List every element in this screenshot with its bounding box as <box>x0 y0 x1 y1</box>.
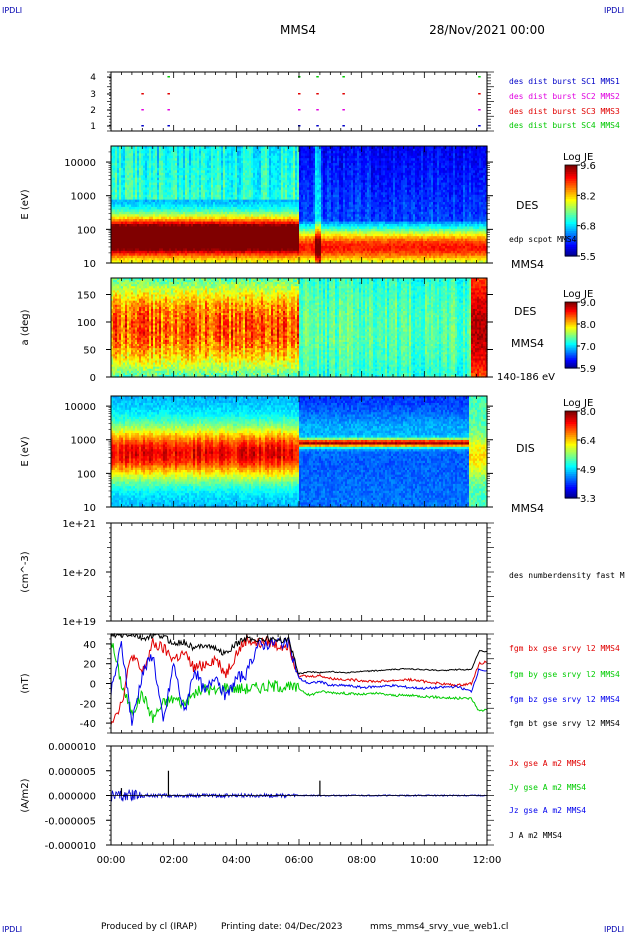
burst-mark <box>167 125 170 127</box>
corner-label-top-left: IPDLI <box>2 6 22 15</box>
burst-mark <box>478 125 481 127</box>
burst-mark <box>298 109 301 111</box>
burst-mark <box>478 76 481 78</box>
corner-label-top-right: IPDLI <box>604 6 624 15</box>
burst-mark <box>167 93 170 95</box>
burst-mark <box>342 76 345 78</box>
burst-mark <box>478 109 481 111</box>
burst-mark <box>167 76 170 78</box>
burst-mark <box>141 125 144 127</box>
burst-mark <box>316 76 319 78</box>
burst-mark <box>342 93 345 95</box>
burst-mark <box>316 125 319 127</box>
chart-figure: IPDLI IPDLI IPDLI IPDLI MMS4 28/Nov/2021… <box>0 0 630 934</box>
burst-mark <box>167 109 170 111</box>
burst-mark <box>141 93 144 95</box>
burst-mark <box>141 109 144 111</box>
burst-mark <box>478 93 481 95</box>
corner-label-bottom-right: IPDLI <box>604 925 624 934</box>
burst-mark <box>342 109 345 111</box>
spacecraft-title: MMS4 <box>280 23 316 37</box>
date-title: 28/Nov/2021 00:00 <box>429 23 545 37</box>
corner-label-bottom-left: IPDLI <box>2 925 22 934</box>
burst-mark <box>316 109 319 111</box>
burst-mark <box>316 93 319 95</box>
burst-mark <box>342 125 345 127</box>
burst-mark <box>298 93 301 95</box>
